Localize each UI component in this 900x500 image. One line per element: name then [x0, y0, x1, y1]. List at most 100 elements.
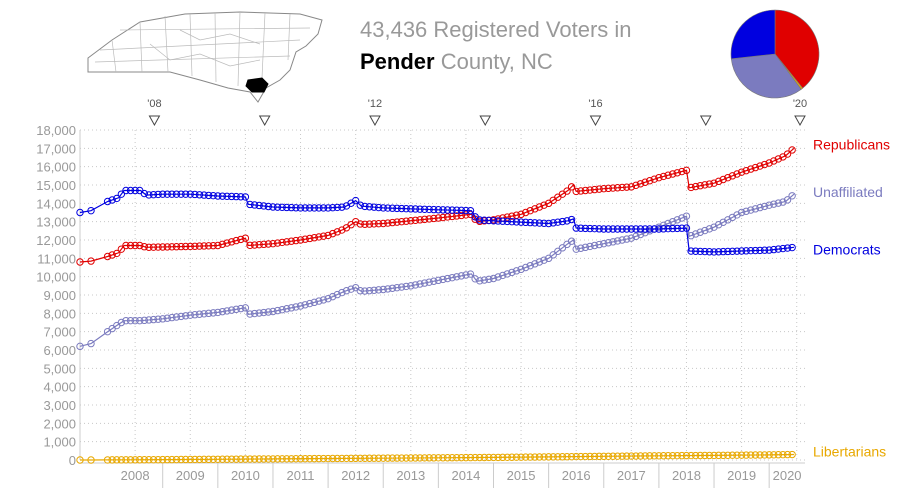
- data-point: [641, 225, 649, 233]
- data-point: [149, 455, 158, 464]
- data-point: [678, 451, 686, 460]
- data-point: [655, 173, 663, 182]
- data-point: [714, 177, 723, 186]
- data-point: [770, 200, 778, 208]
- pie-slice-republicans: [774, 9, 820, 89]
- data-point: [521, 218, 530, 227]
- data-point: [655, 225, 663, 233]
- data-point: [301, 204, 309, 212]
- data-point: [328, 203, 337, 212]
- data-point: [324, 204, 332, 212]
- data-point: [572, 187, 580, 196]
- data-point: [682, 451, 691, 460]
- data-point: [351, 217, 360, 226]
- data-point: [627, 183, 636, 191]
- data-point: [204, 191, 213, 200]
- data-point: [108, 251, 116, 259]
- data-point: [163, 314, 171, 322]
- data-point: [407, 454, 415, 462]
- x-tick-label: 2010: [231, 468, 260, 483]
- data-point: [361, 454, 369, 462]
- data-point: [338, 454, 346, 463]
- data-point: [227, 306, 236, 314]
- data-point: [397, 454, 406, 462]
- data-point: [296, 302, 305, 310]
- data-point: [181, 312, 190, 320]
- data-point: [296, 236, 305, 244]
- data-point: [503, 217, 511, 226]
- data-point: [595, 452, 603, 461]
- data-point: [714, 221, 723, 229]
- data-point: [87, 456, 95, 464]
- data-point: [673, 169, 681, 177]
- data-point: [420, 454, 429, 462]
- data-point: [508, 268, 516, 277]
- data-point: [544, 254, 553, 263]
- data-point: [191, 455, 199, 464]
- data-point: [480, 216, 489, 224]
- data-point: [664, 452, 672, 460]
- data-point: [269, 307, 277, 316]
- data-point: [448, 454, 456, 462]
- data-point: [443, 213, 452, 221]
- data-point: [623, 235, 631, 243]
- data-point: [535, 453, 544, 461]
- county-line: [261, 12, 266, 79]
- data-point: [319, 296, 328, 304]
- data-point: [682, 166, 691, 175]
- data-point: [439, 275, 447, 284]
- data-point: [200, 310, 208, 318]
- data-point: [535, 203, 544, 211]
- data-point: [747, 165, 755, 173]
- county-line: [179, 29, 261, 45]
- data-point: [572, 452, 580, 461]
- data-point: [770, 451, 778, 459]
- data-point: [397, 217, 406, 226]
- data-point: [526, 206, 534, 215]
- data-point: [241, 234, 250, 242]
- data-point: [131, 186, 139, 195]
- data-point: [315, 454, 323, 463]
- data-point: [223, 307, 231, 315]
- data-point: [273, 455, 282, 463]
- data-point: [691, 451, 700, 460]
- data-point: [448, 273, 456, 282]
- data-point: [696, 247, 704, 256]
- data-point: [209, 455, 217, 463]
- data-point: [310, 454, 319, 463]
- data-point: [149, 315, 158, 324]
- data-point: [783, 450, 792, 459]
- data-point: [292, 455, 300, 463]
- data-point: [122, 241, 130, 250]
- data-point: [218, 455, 227, 463]
- data-point: [287, 304, 296, 312]
- data-point: [158, 243, 167, 251]
- data-point: [719, 451, 727, 460]
- series-label-libertarians: Libertarians: [813, 444, 886, 460]
- data-point: [374, 203, 383, 212]
- data-point: [779, 244, 787, 253]
- data-point: [765, 451, 773, 459]
- data-point: [756, 203, 764, 212]
- data-point: [646, 452, 654, 460]
- county-line: [287, 13, 291, 61]
- data-point: [420, 205, 429, 213]
- data-point: [168, 190, 176, 198]
- data-point: [273, 239, 282, 247]
- data-point: [250, 455, 259, 463]
- data-point: [379, 454, 387, 462]
- data-point: [636, 180, 645, 188]
- data-point: [319, 204, 328, 212]
- data-point: [122, 456, 130, 464]
- data-point: [204, 242, 213, 250]
- data-point: [356, 287, 364, 295]
- data-point: [650, 175, 659, 183]
- data-point: [388, 204, 397, 212]
- data-point: [195, 455, 204, 464]
- data-point: [241, 304, 250, 312]
- data-point: [168, 243, 176, 251]
- data-point: [430, 454, 438, 462]
- title-line-2: Pender County, NC: [360, 46, 632, 78]
- data-point: [664, 219, 672, 228]
- series-democrats: [76, 186, 796, 256]
